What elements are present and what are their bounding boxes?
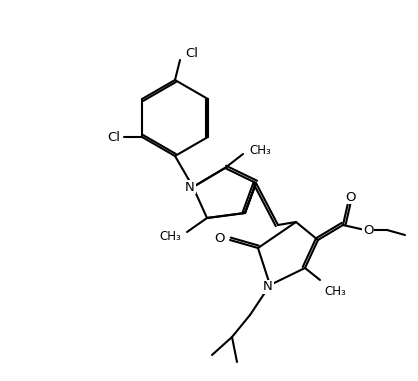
Text: CH₃: CH₃ — [159, 229, 181, 242]
Text: N: N — [263, 280, 273, 293]
Text: O: O — [214, 232, 225, 245]
Text: O: O — [345, 190, 355, 203]
Text: Cl: Cl — [107, 131, 120, 144]
Text: Cl: Cl — [185, 46, 198, 59]
Text: N: N — [185, 181, 195, 194]
Text: CH₃: CH₃ — [249, 144, 271, 157]
Text: CH₃: CH₃ — [324, 285, 346, 298]
Text: O: O — [363, 224, 373, 237]
